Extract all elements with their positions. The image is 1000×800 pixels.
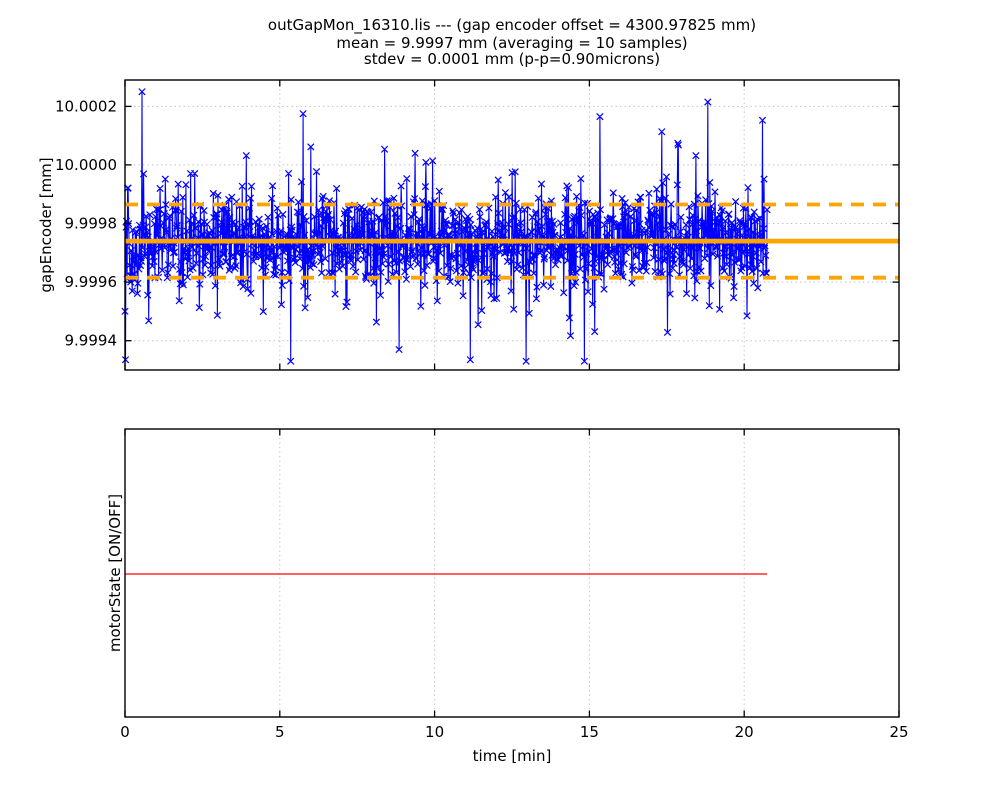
y-tick-label: 10.0000 [55, 156, 117, 174]
axes-frame [124, 428, 900, 718]
x-tick-label: 5 [275, 723, 285, 741]
y-tick-label: 9.9998 [65, 215, 118, 233]
gap-encoder-ylabel: gapEncoder [mm] [37, 157, 55, 292]
y-tick-label: 9.9996 [65, 273, 118, 291]
figure-title-line-3: stdev = 0.0001 mm (p-p=0.90microns) [364, 50, 660, 68]
gap-encoder-series-markers [121, 88, 771, 365]
x-tick-label: 10 [425, 723, 444, 741]
time-xlabel: time [min] [473, 747, 552, 765]
x-tick-label: 15 [580, 723, 599, 741]
figure-title-line-2: mean = 9.9997 mm (averaging = 10 samples… [336, 34, 687, 52]
axes-frame [124, 79, 900, 371]
y-tick-label: 10.0002 [55, 97, 117, 115]
x-tick-label: 25 [889, 723, 908, 741]
y-tick-label: 9.9994 [65, 332, 118, 350]
gap-encoder-axes: 10.0002 10.0000 9.9998 9.9996 9.9994 [55, 79, 900, 371]
figure-title-line-1: outGapMon_16310.lis --- (gap encoder off… [268, 16, 756, 35]
x-tick-label: 0 [120, 723, 130, 741]
x-tick-label: 20 [735, 723, 754, 741]
motor-state-axes: 0 5 10 15 20 25 [120, 428, 909, 741]
motor-state-ylabel: motorState [ON/OFF] [106, 494, 124, 652]
